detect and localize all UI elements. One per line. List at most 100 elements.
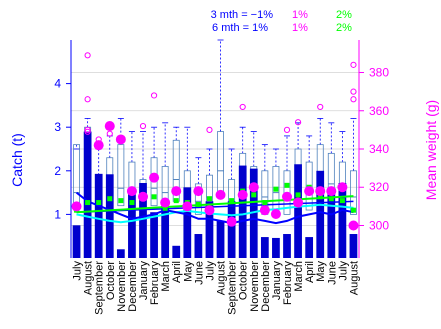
green-square xyxy=(129,200,135,206)
cyan-line xyxy=(76,203,354,224)
bar xyxy=(349,234,358,258)
y-axis-label-left: Catch (t) xyxy=(9,133,25,187)
x-tick-label: January xyxy=(138,261,150,301)
magenta-circle-outline xyxy=(283,126,291,133)
magenta-circle-outline xyxy=(239,103,246,111)
mean-weight-point xyxy=(160,197,171,208)
bar xyxy=(260,237,269,258)
bars xyxy=(72,131,358,258)
mean-weight-point xyxy=(282,191,292,202)
green-trend-line xyxy=(76,195,354,214)
box xyxy=(350,170,357,215)
header-row-2-label: 6 mth = 1% xyxy=(212,22,268,34)
x-tick-label: June xyxy=(326,261,338,285)
x-tick-label: December xyxy=(260,261,272,312)
bar xyxy=(272,237,280,258)
x-tick-label: November xyxy=(116,261,128,312)
bar xyxy=(205,201,214,258)
bar xyxy=(105,174,114,258)
bar xyxy=(238,165,247,258)
x-tick-label: June xyxy=(193,261,205,285)
green-square xyxy=(284,182,290,188)
green-square xyxy=(273,186,279,192)
magenta-circle-outline xyxy=(294,119,302,126)
magenta-circle-outline xyxy=(84,96,91,103)
bar xyxy=(338,183,347,258)
x-tick-label: September xyxy=(94,261,106,315)
x-tick-label: September xyxy=(227,261,239,315)
x-tick-label: January xyxy=(271,261,283,301)
bar xyxy=(139,183,147,258)
mean-weight-point xyxy=(126,186,137,197)
mean-weight-point xyxy=(115,134,126,145)
green-square xyxy=(229,198,235,204)
green-square xyxy=(206,196,212,202)
x-tick-label: October xyxy=(105,261,117,300)
x-tick-label: July xyxy=(337,261,349,281)
x-tick-label: February xyxy=(149,261,161,306)
mean-weight-point xyxy=(215,189,226,200)
bar xyxy=(128,189,136,258)
bar xyxy=(294,164,302,258)
magenta-circle-outline xyxy=(206,126,213,133)
bar xyxy=(83,131,92,258)
right-tick-label: 320 xyxy=(369,180,389,194)
green-square xyxy=(107,196,113,202)
bar xyxy=(227,201,236,258)
bar xyxy=(94,173,103,258)
header-row-2-pct1: 1% xyxy=(292,22,308,34)
mean-weight-point xyxy=(293,197,304,208)
green-square xyxy=(96,200,102,206)
green-square xyxy=(173,198,179,204)
green-square xyxy=(328,196,334,202)
x-tick-label: April xyxy=(171,261,183,283)
x-tick-label: October xyxy=(238,261,250,300)
mean-weight-point xyxy=(171,186,182,197)
x-tick-label: July xyxy=(72,261,84,281)
magenta-circle-outline xyxy=(350,88,357,95)
x-tick-label: March xyxy=(293,261,305,292)
header-row-2-pct2: 2% xyxy=(336,22,352,34)
bar xyxy=(161,205,170,258)
mean-weight-point xyxy=(204,205,215,216)
x-tick-label: November xyxy=(249,261,261,312)
green-square xyxy=(118,198,124,204)
mean-weight-point xyxy=(104,121,115,132)
left-tick-label: 1 xyxy=(54,207,61,221)
mean-weight-point xyxy=(248,182,259,193)
mean-weight-point xyxy=(270,209,281,220)
mean-weight-point xyxy=(138,191,148,202)
bar xyxy=(72,225,81,258)
bar xyxy=(327,188,336,258)
magenta-circle-outline xyxy=(139,122,147,130)
bar xyxy=(216,220,225,258)
header-row-1-pct1: 1% xyxy=(292,9,308,21)
mean-weight-point xyxy=(237,189,248,200)
green-square xyxy=(262,200,268,206)
bar xyxy=(305,237,314,258)
box xyxy=(305,161,313,211)
x-tick-label: August xyxy=(216,261,228,295)
bar xyxy=(116,249,125,258)
x-tick-label: February xyxy=(282,261,294,306)
x-tick-label: July xyxy=(205,261,217,281)
green-square xyxy=(151,194,157,200)
mean-weight-point xyxy=(226,216,237,227)
magenta-circle-outline xyxy=(84,52,91,59)
mean-weight-point xyxy=(326,186,337,197)
x-tick-label: March xyxy=(160,261,172,292)
x-tick-label: May xyxy=(182,261,194,282)
green-square xyxy=(339,198,345,204)
box xyxy=(283,170,291,215)
header-row-1-label: 3 mth = −1% xyxy=(211,9,274,21)
box xyxy=(117,144,125,207)
green-square xyxy=(162,205,168,211)
bar xyxy=(183,187,192,258)
box xyxy=(73,144,80,211)
bar xyxy=(316,170,325,258)
bar xyxy=(249,168,258,258)
magenta-circle-outline xyxy=(84,126,91,133)
green-square xyxy=(350,207,356,213)
mean-weight-point xyxy=(304,186,315,197)
